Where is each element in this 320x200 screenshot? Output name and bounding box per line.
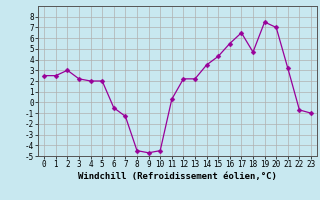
X-axis label: Windchill (Refroidissement éolien,°C): Windchill (Refroidissement éolien,°C) [78,172,277,181]
